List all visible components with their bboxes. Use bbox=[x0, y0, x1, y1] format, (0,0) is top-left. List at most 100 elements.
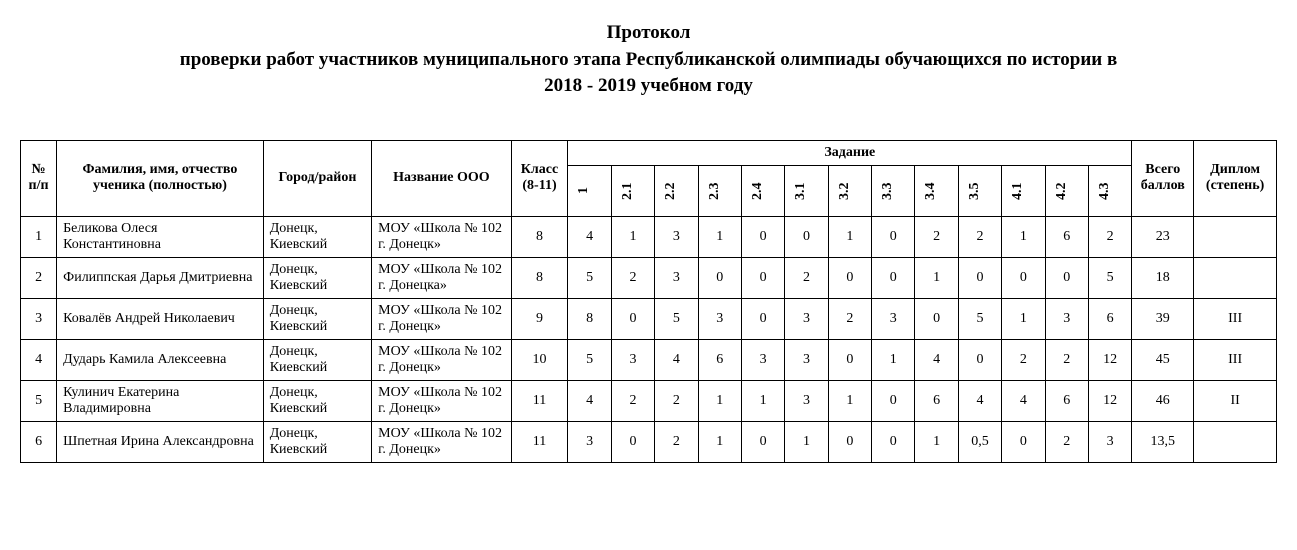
cell-score: 1 bbox=[1002, 216, 1045, 257]
task-col-header: 3.4 bbox=[915, 165, 958, 216]
cell-school: МОУ «Школа № 102 г. Донецк» bbox=[372, 216, 511, 257]
cell-score: 3 bbox=[568, 421, 611, 462]
cell-score: 0 bbox=[872, 257, 915, 298]
task-col-header: 4.1 bbox=[1002, 165, 1045, 216]
cell-score: 3 bbox=[785, 380, 828, 421]
cell-score: 2 bbox=[958, 216, 1001, 257]
cell-score: 4 bbox=[568, 380, 611, 421]
table-row: 6Шпетная Ирина АлександровнаДонецк, Киев… bbox=[21, 421, 1277, 462]
cell-score: 6 bbox=[1045, 380, 1088, 421]
cell-score: 0 bbox=[872, 216, 915, 257]
cell-score: 4 bbox=[958, 380, 1001, 421]
task-col-header: 3.3 bbox=[872, 165, 915, 216]
cell-num: 6 bbox=[21, 421, 57, 462]
cell-score: 4 bbox=[1002, 380, 1045, 421]
cell-score: 0 bbox=[872, 380, 915, 421]
cell-score: 2 bbox=[655, 380, 698, 421]
cell-score: 3 bbox=[872, 298, 915, 339]
document-title: Протокол проверки работ участников муниц… bbox=[20, 20, 1277, 100]
col-grade: Класс (8-11) bbox=[511, 140, 568, 216]
cell-score: 3 bbox=[698, 298, 741, 339]
cell-score: 3 bbox=[1088, 421, 1131, 462]
cell-score: 5 bbox=[655, 298, 698, 339]
cell-num: 5 bbox=[21, 380, 57, 421]
cell-score: 0 bbox=[828, 257, 871, 298]
cell-diploma bbox=[1194, 216, 1277, 257]
cell-city: Донецк, Киевский bbox=[263, 339, 371, 380]
cell-score: 0 bbox=[785, 216, 828, 257]
cell-fio: Дударь Камила Алексеевна bbox=[57, 339, 264, 380]
cell-score: 3 bbox=[1045, 298, 1088, 339]
cell-fio: Филиппская Дарья Дмитриевна bbox=[57, 257, 264, 298]
task-col-header: 2.1 bbox=[611, 165, 654, 216]
cell-score: 5 bbox=[958, 298, 1001, 339]
cell-school: МОУ «Школа № 102 г. Донецк» bbox=[372, 421, 511, 462]
cell-score: 1 bbox=[611, 216, 654, 257]
cell-score: 5 bbox=[1088, 257, 1131, 298]
cell-score: 3 bbox=[655, 216, 698, 257]
cell-score: 6 bbox=[1088, 298, 1131, 339]
task-col-header: 3.2 bbox=[828, 165, 871, 216]
task-col-header: 4.3 bbox=[1088, 165, 1131, 216]
col-num: № п/п bbox=[21, 140, 57, 216]
cell-total: 23 bbox=[1132, 216, 1194, 257]
task-col-header: 2.4 bbox=[741, 165, 784, 216]
cell-score: 0 bbox=[741, 257, 784, 298]
cell-score: 3 bbox=[785, 298, 828, 339]
cell-score: 0 bbox=[741, 298, 784, 339]
cell-score: 0 bbox=[741, 216, 784, 257]
cell-score: 4 bbox=[568, 216, 611, 257]
cell-total: 45 bbox=[1132, 339, 1194, 380]
cell-school: МОУ «Школа № 102 г. Донецк» bbox=[372, 380, 511, 421]
cell-score: 5 bbox=[568, 339, 611, 380]
cell-score: 1 bbox=[741, 380, 784, 421]
cell-score: 1 bbox=[828, 216, 871, 257]
col-school: Название ООО bbox=[372, 140, 511, 216]
cell-score: 6 bbox=[698, 339, 741, 380]
cell-grade: 8 bbox=[511, 216, 568, 257]
cell-score: 12 bbox=[1088, 339, 1131, 380]
cell-score: 1 bbox=[698, 380, 741, 421]
cell-score: 5 bbox=[568, 257, 611, 298]
cell-score: 1 bbox=[915, 257, 958, 298]
cell-score: 0 bbox=[828, 339, 871, 380]
cell-num: 4 bbox=[21, 339, 57, 380]
cell-diploma bbox=[1194, 421, 1277, 462]
cell-diploma: III bbox=[1194, 298, 1277, 339]
table-row: 4Дударь Камила АлексеевнаДонецк, Киевски… bbox=[21, 339, 1277, 380]
results-table: № п/п Фамилия, имя, отчество ученика (по… bbox=[20, 140, 1277, 463]
cell-score: 1 bbox=[915, 421, 958, 462]
table-row: 3Ковалёв Андрей НиколаевичДонецк, Киевск… bbox=[21, 298, 1277, 339]
cell-score: 0 bbox=[1002, 421, 1045, 462]
cell-score: 2 bbox=[655, 421, 698, 462]
cell-score: 2 bbox=[1002, 339, 1045, 380]
cell-score: 8 bbox=[568, 298, 611, 339]
cell-score: 2 bbox=[785, 257, 828, 298]
table-header: № п/п Фамилия, имя, отчество ученика (по… bbox=[21, 140, 1277, 216]
cell-score: 2 bbox=[828, 298, 871, 339]
cell-num: 2 bbox=[21, 257, 57, 298]
cell-grade: 10 bbox=[511, 339, 568, 380]
table-row: 5Кулинич Екатерина ВладимировнаДонецк, К… bbox=[21, 380, 1277, 421]
cell-fio: Ковалёв Андрей Николаевич bbox=[57, 298, 264, 339]
cell-fio: Беликова Олеся Константиновна bbox=[57, 216, 264, 257]
cell-score: 2 bbox=[1045, 421, 1088, 462]
table-row: 2Филиппская Дарья ДмитриевнаДонецк, Киев… bbox=[21, 257, 1277, 298]
cell-score: 0 bbox=[915, 298, 958, 339]
col-diploma: Диплом (степень) bbox=[1194, 140, 1277, 216]
cell-score: 2 bbox=[915, 216, 958, 257]
cell-grade: 8 bbox=[511, 257, 568, 298]
cell-score: 0,5 bbox=[958, 421, 1001, 462]
cell-total: 46 bbox=[1132, 380, 1194, 421]
cell-score: 0 bbox=[958, 339, 1001, 380]
cell-score: 2 bbox=[1045, 339, 1088, 380]
cell-score: 2 bbox=[611, 257, 654, 298]
title-line-2: проверки работ участников муниципального… bbox=[20, 47, 1277, 74]
cell-grade: 11 bbox=[511, 421, 568, 462]
task-col-header: 1 bbox=[568, 165, 611, 216]
cell-score: 0 bbox=[741, 421, 784, 462]
task-col-header: 2.2 bbox=[655, 165, 698, 216]
cell-score: 12 bbox=[1088, 380, 1131, 421]
cell-score: 2 bbox=[611, 380, 654, 421]
cell-score: 1 bbox=[698, 421, 741, 462]
